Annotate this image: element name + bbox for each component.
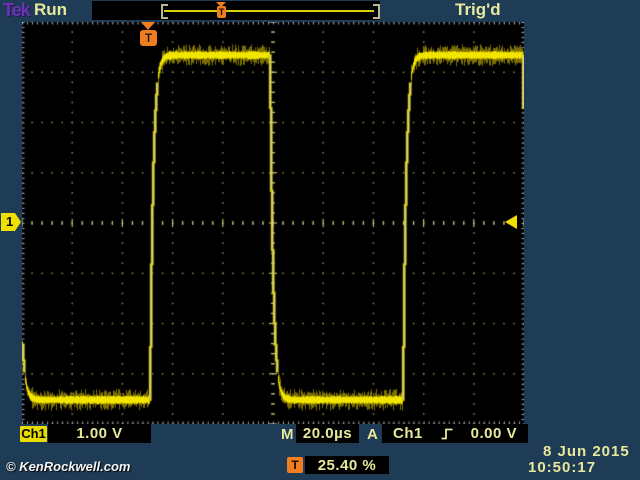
trigger-position-badge: T: [140, 30, 157, 46]
acquisition-state-label: Run: [34, 0, 68, 19]
trigger-position-arrow-icon: [141, 22, 155, 30]
record-window-line: [164, 10, 374, 12]
channel1-badge: Ch1: [20, 426, 47, 442]
display-graticule: [22, 22, 524, 424]
record-window-left-bracket: [161, 4, 168, 19]
time-readout: 10:50:17: [528, 459, 597, 476]
trigger-position-percent-readout: 25.40 %: [305, 456, 389, 474]
timebase-readout: 20.0µs: [296, 424, 359, 443]
tek-logo: Tek: [3, 0, 31, 20]
record-window-right-bracket: [373, 4, 380, 19]
trigger-a-label: A: [367, 426, 378, 443]
trigger-level-arrow-icon: [505, 215, 517, 229]
graticule-waveform-canvas: [22, 22, 524, 424]
trigger-position-readout-badge: T: [287, 457, 303, 473]
main-timebase-label: M: [281, 426, 294, 443]
trigger-source-label: Ch1: [393, 425, 423, 442]
trigger-level-readout: 0.00 V: [470, 425, 517, 442]
record-trigger-marker-label: T: [217, 6, 226, 18]
watermark-credit: © KenRockwell.com: [6, 459, 131, 474]
rising-edge-icon: [441, 428, 453, 439]
channel1-scale-readout: 1.00 V: [48, 424, 151, 443]
record-view-bar: T: [92, 1, 380, 20]
record-trigger-marker-icon: [216, 2, 226, 7]
date-readout: 8 Jun 2015: [543, 443, 630, 460]
trigger-readout: Ch1 0.00 V: [382, 424, 528, 443]
channel1-ground-marker: 1: [1, 213, 21, 231]
trigger-status-label: Trig'd: [455, 0, 501, 19]
